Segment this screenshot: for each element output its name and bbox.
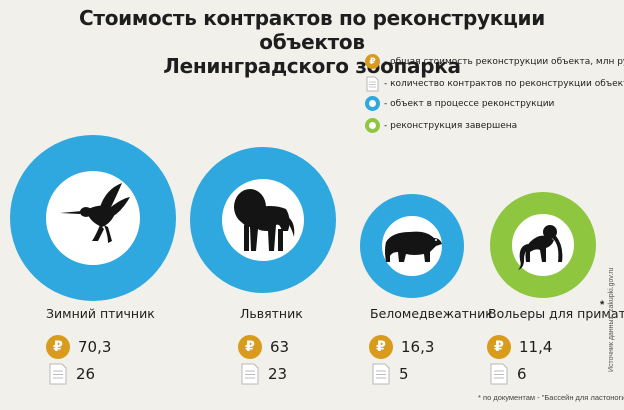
contracts-winter-aviary: 26 [48, 363, 95, 385]
ring-polar-bear-house [360, 194, 464, 298]
document-icon [372, 363, 390, 385]
object-name-winter-aviary: Зимний птичник [46, 306, 155, 321]
object-name-lion-house: Львятник [240, 306, 303, 321]
cost-primate-enclosures: ₽ 11,4 [487, 335, 552, 359]
page-title: Стоимость контрактов по реконструкции об… [40, 6, 584, 78]
legend-label: - общая стоимость реконструкции объекта,… [384, 56, 624, 67]
legend-label: - реконструкция завершена [384, 120, 518, 131]
object-name-primate-enclosures: Вольеры для приматов [488, 306, 624, 321]
contracts-polar-bear-house: 5 [371, 363, 409, 385]
cost-winter-aviary: ₽ 70,3 [46, 335, 111, 359]
asterisk-mark: * [600, 299, 605, 311]
contracts-value: 5 [399, 365, 409, 383]
cost-value: 11,4 [519, 338, 553, 356]
ruble-coin-icon: ₽ [238, 335, 262, 359]
ruble-coin-icon: ₽ [46, 335, 70, 359]
cost-lion-house: ₽ 63 [238, 335, 289, 359]
monkey-icon [518, 225, 563, 270]
legend-item-completed: - реконструкция завершена [365, 118, 517, 133]
contracts-value: 26 [76, 365, 96, 383]
ring-winter-aviary [10, 135, 176, 301]
source-note: Источник данных: zakupki.gov.ru [608, 267, 615, 372]
legend-item-contracts: - количество контрактов по реконструкции… [365, 76, 624, 92]
hummingbird-icon [60, 183, 130, 243]
ring-primate-enclosures [490, 192, 596, 298]
polar-bear-icon [385, 231, 442, 262]
document-icon [366, 76, 379, 92]
cost-polar-bear-house: ₽ 16,3 [369, 335, 434, 359]
blue-ring-icon [365, 96, 380, 111]
document-icon [49, 363, 67, 385]
ruble-coin-icon: ₽ [487, 335, 511, 359]
title-line-2: Ленинградского зоопарка [163, 54, 461, 78]
ruble-coin-icon: ₽ [369, 335, 393, 359]
document-icon [490, 363, 508, 385]
contracts-primate-enclosures: 6 [489, 363, 527, 385]
title-line-1: Стоимость контрактов по реконструкции об… [79, 6, 545, 54]
document-icon [241, 363, 259, 385]
object-name-polar-bear-house: Беломедвежатник [370, 306, 493, 321]
green-ring-icon [365, 118, 380, 133]
legend-item-cost: ₽ - общая стоимость реконструкции объект… [365, 54, 624, 69]
contracts-value: 6 [517, 365, 527, 383]
footnote: * по документам - "Бассейн для ластоноги… [478, 393, 624, 402]
contracts-lion-house: 23 [240, 363, 287, 385]
ruble-coin-icon: ₽ [365, 54, 380, 69]
legend-item-in-progress: - объект в процессе реконструкции [365, 96, 554, 111]
ring-lion-house [190, 147, 336, 293]
legend-label: - объект в процессе реконструкции [384, 98, 555, 109]
cost-value: 16,3 [401, 338, 435, 356]
lion-icon [234, 189, 295, 251]
cost-value: 63 [270, 338, 290, 356]
cost-value: 70,3 [78, 338, 112, 356]
legend-label: - количество контрактов по реконструкции… [384, 79, 624, 89]
contracts-value: 23 [268, 365, 288, 383]
